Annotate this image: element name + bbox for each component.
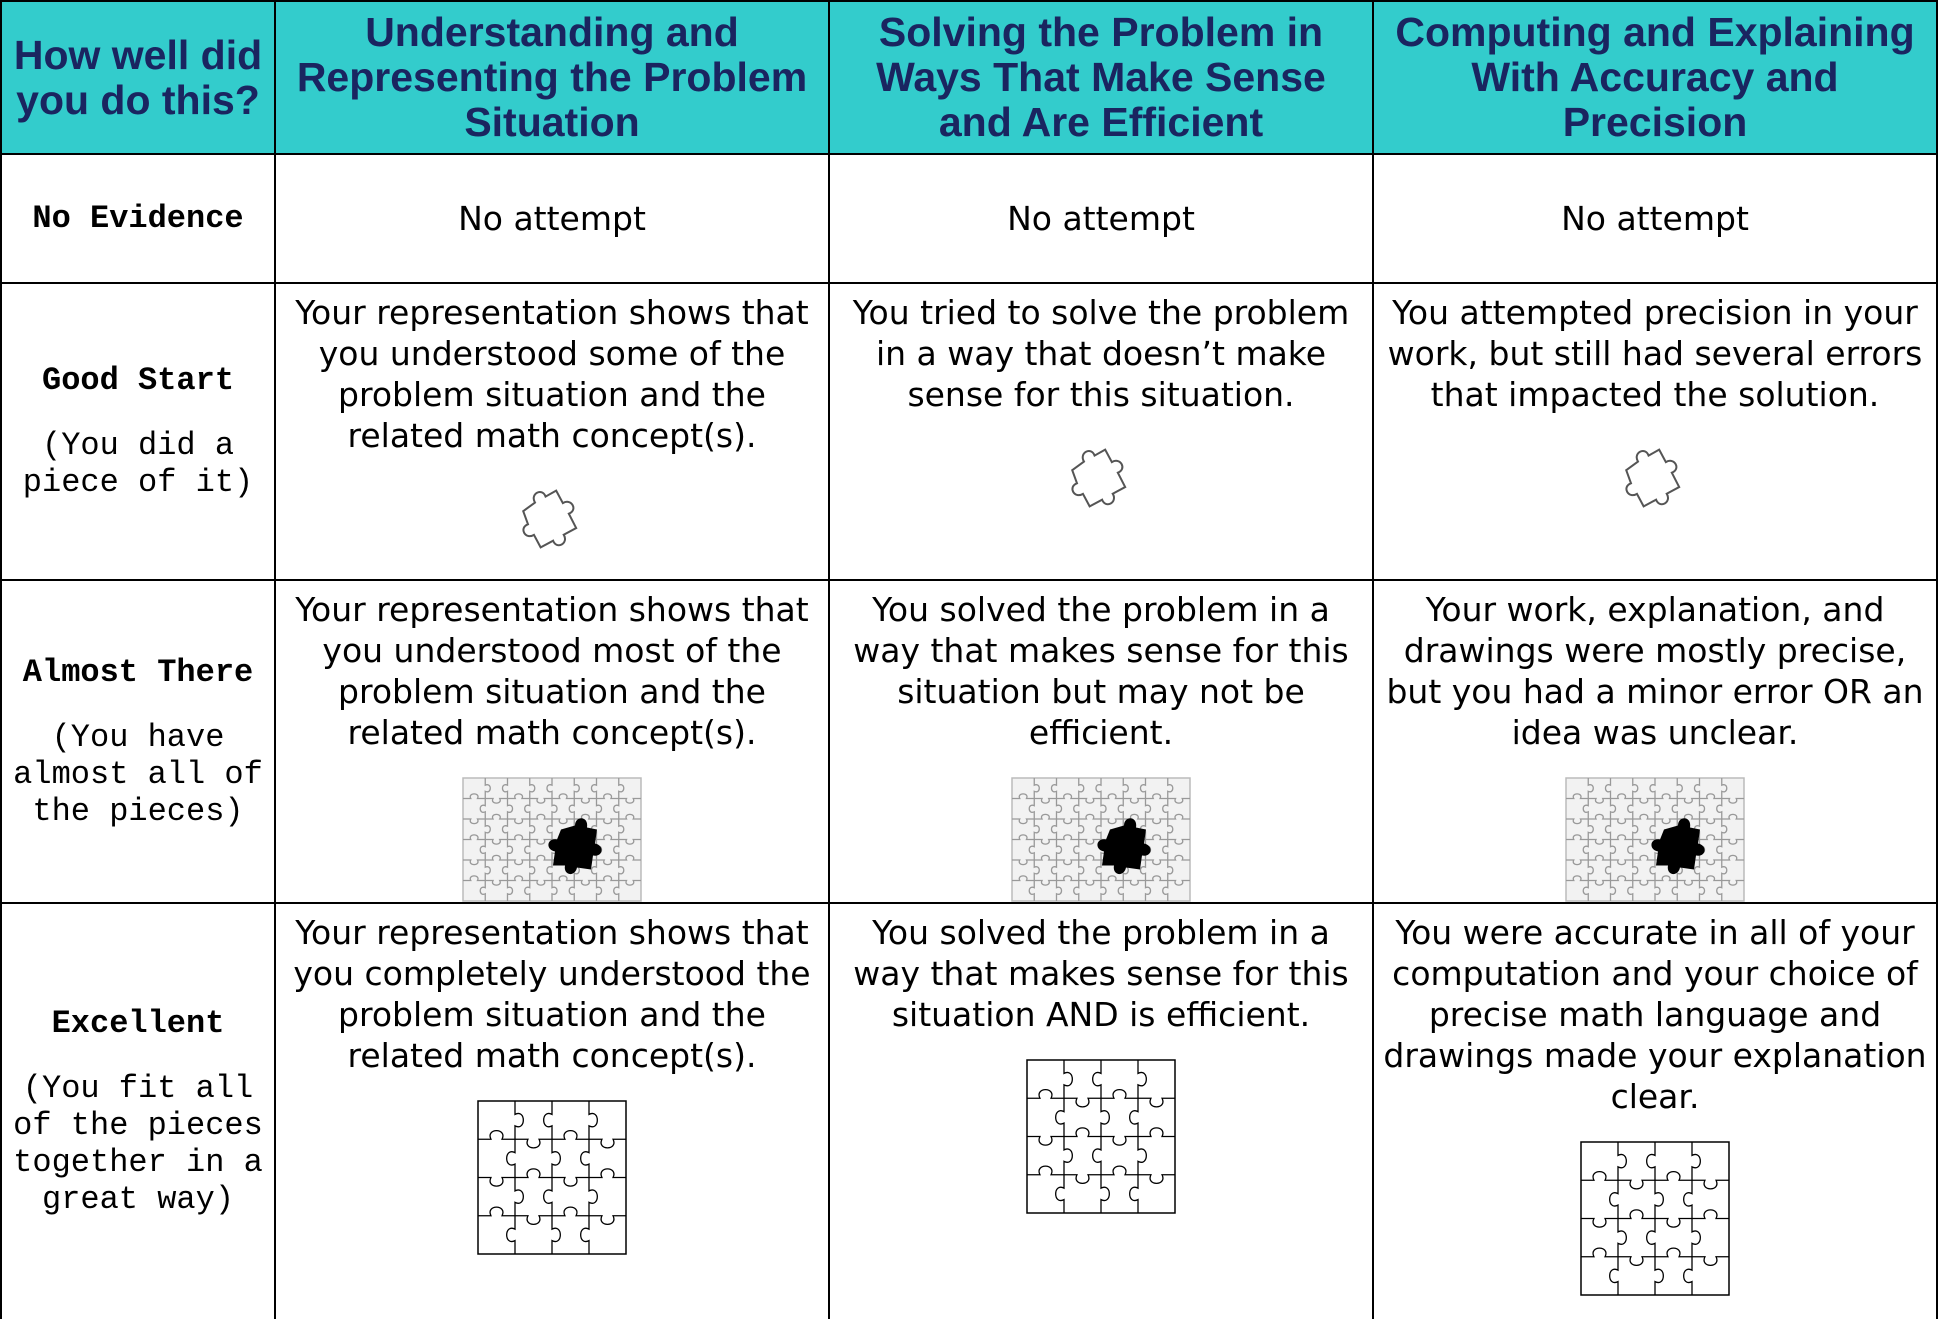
descriptor-text: You solved the problem in a way that mak… (853, 590, 1349, 752)
descriptor-text: Your representation shows that you under… (295, 293, 809, 455)
descriptor-cell: Your representation shows that you under… (274, 579, 830, 904)
row-label: Excellent (51, 1005, 225, 1042)
descriptor-text: Your representation shows that you compl… (293, 913, 811, 1075)
descriptor-text: You tried to solve the problem in a way … (852, 293, 1350, 414)
row-sublabel: (You fit all of the pieces together in a… (13, 1070, 263, 1218)
row-sublabel: (You did a piece of it) (22, 427, 254, 501)
row-label-cell: Good Start (You did a piece of it) (0, 282, 276, 581)
table-row: Good Start (You did a piece of it) Your re… (0, 282, 1938, 581)
row-label-cell: Almost There (You have almost all of the … (0, 579, 276, 904)
table-row: Excellent (You fit all of the pieces toge… (0, 902, 1938, 1319)
puzzle-grid-icon (462, 777, 642, 902)
table-row: No Evidence No attempt No attempt No attemp… (0, 153, 1938, 284)
descriptor-cell: No attempt (274, 153, 830, 284)
descriptor-cell: You tried to solve the problem in a way … (828, 282, 1374, 581)
header-row: How well did you do this? Understanding a… (0, 0, 1938, 155)
row-sublabel: (You have almost all of the pieces) (13, 718, 263, 830)
descriptor-text: You were accurate in all of your computa… (1383, 913, 1927, 1116)
puzzle-piece-icon (1071, 448, 1127, 508)
puzzle-grid-icon (1011, 777, 1191, 902)
puzzle-piece-icon (522, 489, 578, 549)
header-cell: Understanding and Representing the Probl… (274, 0, 830, 155)
descriptor-cell: You attempted precision in your work, bu… (1372, 282, 1938, 581)
puzzle-grid-icon (1580, 1141, 1730, 1296)
descriptor-cell: Your representation shows that you compl… (274, 902, 830, 1319)
row-label-cell: Excellent (You fit all of the pieces toge… (0, 902, 276, 1319)
puzzle-grid-icon (1565, 777, 1745, 902)
header-cell: Computing and Explaining With Accuracy a… (1372, 0, 1938, 155)
descriptor-text: You attempted precision in your work, bu… (1387, 293, 1923, 414)
puzzle-grid-icon (477, 1100, 627, 1255)
descriptor-cell: You solved the problem in a way that mak… (828, 902, 1374, 1319)
header-cell: How well did you do this? (0, 0, 276, 155)
row-label: Good Start (41, 362, 235, 399)
descriptor-text: You solved the problem in a way that mak… (853, 913, 1349, 1034)
puzzle-grid-icon (1026, 1059, 1176, 1214)
table-row: Almost There (You have almost all of the … (0, 579, 1938, 904)
descriptor-text: No attempt (1007, 199, 1195, 238)
descriptor-text: No attempt (1561, 199, 1749, 238)
descriptor-cell: You solved the problem in a way that mak… (828, 579, 1374, 904)
puzzle-piece-icon (1625, 448, 1681, 508)
row-label-cell: No Evidence (0, 153, 276, 284)
table-body: No Evidence No attempt No attempt No attemp… (0, 153, 1938, 1319)
descriptor-text: Your work, explanation, and drawings wer… (1386, 590, 1924, 752)
row-label: Almost There (22, 653, 254, 691)
descriptor-cell: You were accurate in all of your computa… (1372, 902, 1938, 1319)
descriptor-cell: No attempt (828, 153, 1374, 284)
descriptor-cell: Your representation shows that you under… (274, 282, 830, 581)
row-label: No Evidence (32, 200, 244, 237)
descriptor-text: No attempt (458, 199, 646, 238)
descriptor-cell: No attempt (1372, 153, 1938, 284)
header-cell: Solving the Problem in Ways That Make Se… (828, 0, 1374, 155)
descriptor-cell: Your work, explanation, and drawings wer… (1372, 579, 1938, 904)
descriptor-text: Your representation shows that you under… (295, 590, 809, 752)
